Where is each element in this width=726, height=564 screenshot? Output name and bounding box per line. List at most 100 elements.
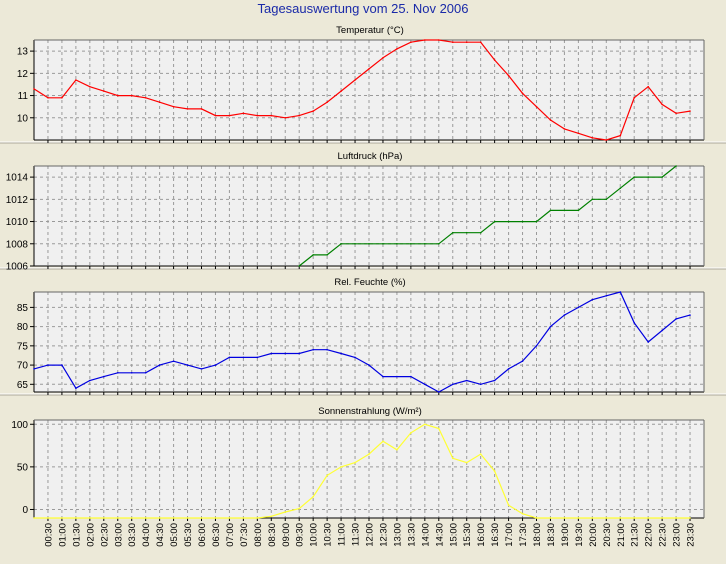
data-point: [493, 470, 496, 472]
data-point: [284, 352, 287, 355]
x-tick-label: 05:00: [169, 523, 180, 547]
data-point: [340, 466, 342, 468]
data-point: [284, 117, 287, 119]
x-tick-label: 17:30: [518, 523, 529, 547]
data-point: [298, 507, 301, 510]
data-point: [577, 517, 580, 519]
data-point: [521, 360, 524, 363]
data-point: [298, 114, 301, 117]
data-point: [340, 352, 342, 355]
y-tick-label: 12: [17, 69, 29, 80]
data-point: [410, 432, 412, 434]
data-point: [200, 517, 203, 519]
data-point: [661, 329, 663, 332]
x-tick-label: 09:00: [281, 523, 292, 547]
data-point: [535, 220, 538, 223]
data-point: [521, 220, 524, 223]
data-point: [368, 453, 370, 455]
chart-title: Rel. Feuchte (%): [334, 277, 405, 288]
data-point: [270, 515, 273, 518]
y-tick-label: 50: [17, 462, 29, 473]
x-tick-label: 05:30: [183, 523, 194, 547]
x-tick-label: 03:30: [127, 523, 138, 547]
data-point: [354, 79, 356, 81]
data-point: [396, 48, 398, 50]
data-point: [619, 517, 622, 519]
data-point: [312, 348, 315, 351]
x-tick-label: 06:30: [211, 523, 222, 547]
data-point: [493, 59, 496, 61]
y-tick-label: 10: [17, 113, 29, 124]
chart-panel-3: Rel. Feuchte (%) 65 70 75 80 85: [17, 277, 705, 395]
data-point: [172, 517, 175, 519]
x-tick-label: 00:30: [44, 523, 55, 547]
data-point: [75, 79, 77, 81]
y-tick-label: 75: [17, 341, 29, 352]
x-tick-label: 21:00: [616, 523, 627, 547]
data-point: [535, 345, 538, 347]
series-line-3: [33, 291, 691, 393]
x-tick-label: 22:00: [644, 523, 655, 547]
x-tick-label: 14:30: [434, 523, 445, 547]
data-point: [438, 391, 440, 393]
data-point: [144, 517, 147, 519]
data-point: [452, 231, 454, 234]
y-tick-label: 70: [17, 361, 29, 372]
x-tick-label: 11:30: [351, 523, 362, 546]
x-tick-label: 03:00: [113, 523, 124, 547]
x-tick-label: 18:30: [546, 523, 557, 547]
data-point: [438, 427, 440, 430]
x-tick-label: 19:30: [574, 523, 585, 547]
x-tick-label: 16:00: [476, 523, 487, 547]
data-point: [382, 375, 384, 378]
data-point: [465, 461, 468, 464]
data-point: [549, 325, 552, 328]
data-point: [633, 517, 635, 519]
data-point: [465, 379, 468, 382]
data-point: [47, 97, 49, 99]
data-point: [214, 364, 217, 366]
data-point: [368, 243, 370, 245]
data-point: [354, 461, 356, 464]
data-point: [549, 517, 552, 519]
data-point: [242, 517, 245, 519]
data-point: [479, 383, 482, 386]
data-point: [647, 517, 649, 519]
chart-panel-4: Sonnenstrahlung (W/m²) 0 50 100: [11, 406, 705, 521]
data-point: [396, 243, 398, 245]
data-point: [228, 114, 231, 117]
y-tick-label: 11: [18, 91, 29, 102]
data-point: [689, 110, 691, 112]
y-tick-label: 100: [11, 420, 28, 431]
data-point: [563, 128, 566, 130]
data-point: [438, 243, 440, 245]
data-point: [591, 298, 594, 301]
data-point: [326, 254, 328, 256]
data-point: [61, 97, 63, 99]
data-point: [47, 364, 49, 366]
data-point: [563, 517, 566, 519]
data-point: [242, 356, 245, 359]
x-tick-label: 13:00: [392, 523, 403, 547]
data-point: [563, 314, 566, 316]
data-point: [89, 85, 91, 88]
data-point: [158, 364, 161, 366]
data-point: [396, 375, 398, 378]
data-point: [284, 511, 287, 513]
x-tick-label: 01:30: [71, 523, 82, 547]
data-point: [452, 457, 454, 460]
x-tick-label: 22:30: [658, 523, 669, 547]
data-point: [33, 517, 35, 519]
x-tick-label: 18:00: [532, 523, 543, 547]
x-tick-label: 20:00: [588, 523, 599, 547]
data-point: [228, 517, 231, 519]
data-point: [410, 41, 412, 43]
data-point: [200, 108, 203, 110]
data-point: [633, 97, 635, 99]
x-tick-label: 19:00: [560, 523, 571, 547]
data-point: [200, 368, 203, 370]
x-tick-label: 04:00: [141, 523, 152, 547]
data-point: [549, 119, 552, 121]
data-point: [479, 453, 482, 455]
data-point: [661, 176, 663, 178]
